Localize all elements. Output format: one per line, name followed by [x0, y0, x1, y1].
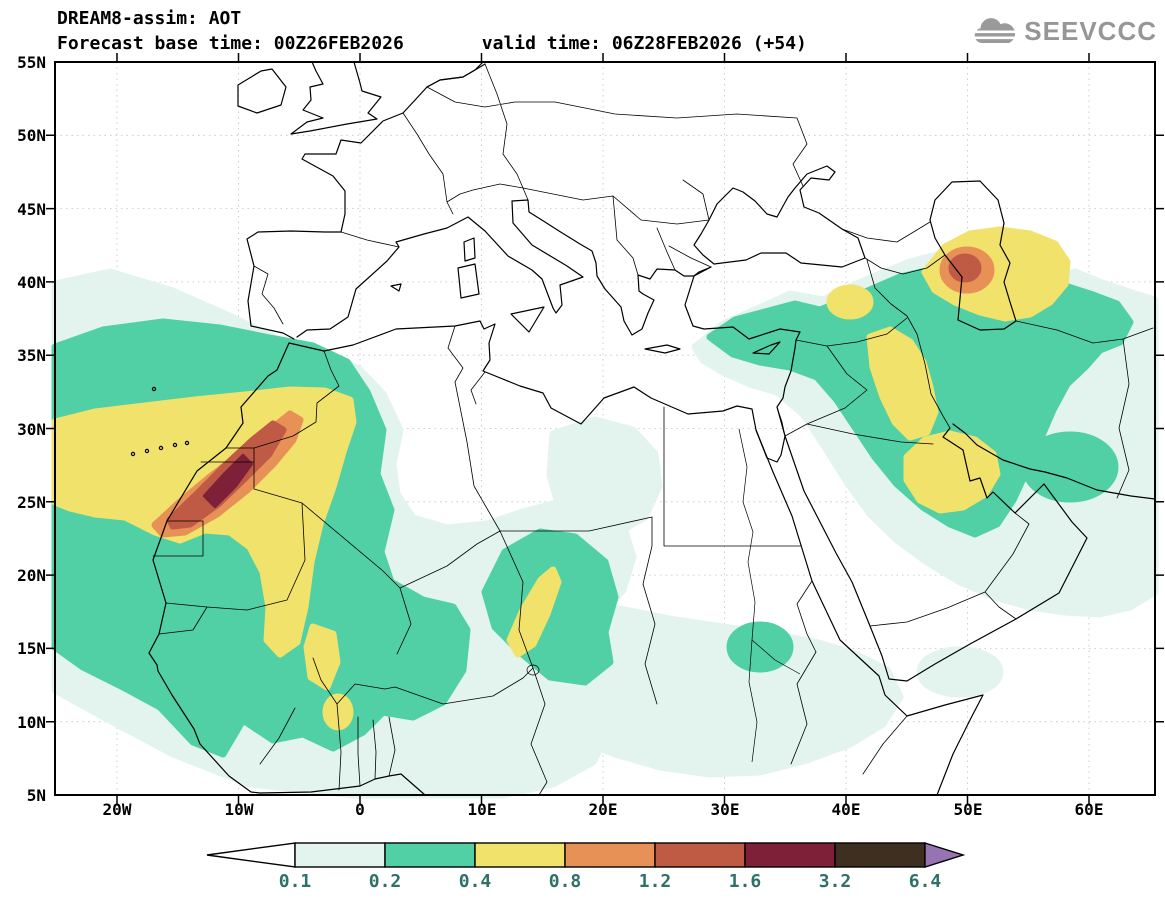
- y-axis-label: 50N: [17, 126, 46, 145]
- colorbar-left-arrow: [206, 842, 296, 868]
- aot-0.1-south-arabia: [916, 646, 1004, 698]
- country-borders: [152, 63, 1154, 796]
- seevccc-logo: SEEVCCC: [970, 16, 1157, 47]
- x-axis-label: 20E: [588, 800, 618, 819]
- colorbar-label: 1.2: [638, 871, 672, 892]
- valid-time: valid time: 06Z28FEB2026 (+54): [481, 33, 807, 54]
- island-sicily: [510, 306, 545, 333]
- logo-text: SEEVCCC: [1024, 16, 1157, 46]
- x-axis-label: 0: [355, 800, 365, 819]
- colorbar-cell-3.2: [834, 842, 926, 868]
- coastline-black-sea: [693, 165, 866, 268]
- coastline-ireland: [237, 68, 287, 114]
- colorbar-cell-1.2: [654, 842, 746, 868]
- x-axis-label: 10E: [467, 800, 497, 819]
- island-corsica: [463, 237, 476, 262]
- y-axis-label: 15N: [17, 639, 46, 658]
- borders-europe: [253, 63, 808, 325]
- aot-0.4-mali: [303, 623, 341, 691]
- island-cyprus: [752, 341, 781, 355]
- island-crete: [644, 344, 681, 354]
- coastline-mediterranean-europe: [296, 199, 712, 338]
- colorbar-label: 0.2: [368, 871, 402, 892]
- colorbar-label: 1.6: [728, 871, 762, 892]
- island-mallorca: [390, 283, 402, 292]
- y-axis-label: 10N: [17, 713, 46, 732]
- plot-subtitle: Forecast base time: 00Z26FEB2026 valid ti…: [57, 33, 807, 54]
- y-axis-label: 25N: [17, 493, 46, 512]
- island-sardinia: [457, 263, 480, 299]
- y-axis-label: 45N: [17, 200, 46, 219]
- coastline-caspian-sea: [929, 180, 1017, 331]
- coastlines: [130, 61, 1156, 796]
- y-axis-label: 5N: [26, 786, 46, 805]
- canary-madeira-islands: [130, 386, 190, 457]
- y-axis-label: 40N: [17, 273, 46, 292]
- coastline-iran-south: [952, 423, 1156, 500]
- borders-africa: [152, 325, 908, 796]
- colorbar-right-arrow: [924, 842, 965, 868]
- x-axis-label: 40E: [831, 800, 861, 819]
- cloud-icon: [972, 17, 1017, 43]
- x-axis-label: 30E: [710, 800, 740, 819]
- colorbar-cell-0.1: [294, 842, 386, 868]
- borders-middle-east: [776, 221, 1154, 627]
- aot-0.4-iraq-iran: [866, 326, 939, 441]
- coastline-iberia-france: [246, 63, 486, 340]
- aot-0.4-central-sahara: [506, 566, 562, 658]
- nile-river: [738, 428, 801, 763]
- lake-chad: [526, 664, 540, 676]
- map-plot: [46, 53, 1164, 804]
- y-axis-label: 20N: [17, 566, 46, 585]
- coastline-denmark: [426, 61, 484, 88]
- x-axis-label: 60E: [1074, 800, 1104, 819]
- x-axis-label: 20W: [102, 800, 132, 819]
- colorbar: [206, 842, 965, 868]
- aot-1.2-azerbaijan: [948, 253, 982, 283]
- colorbar-cell-0.8: [564, 842, 656, 868]
- colorbar-label: 0.4: [458, 871, 492, 892]
- colorbar-cell-1.6: [744, 842, 836, 868]
- aot-0.4-armenia: [826, 284, 874, 320]
- x-axis-label: 10W: [224, 800, 254, 819]
- aot-0.4-persian-gulf: [903, 430, 1001, 514]
- colorbar-cell-0.4: [474, 842, 566, 868]
- aot-0.1-libya: [546, 416, 663, 538]
- colorbar-label: 6.4: [908, 871, 942, 892]
- y-axis-label: 55N: [17, 53, 46, 72]
- y-axis-label: 30N: [17, 420, 46, 439]
- coastline-africa-levant-anatolia: [148, 266, 801, 796]
- coastline-england: [290, 61, 382, 135]
- coastline-red-sea-africa-somalia: [755, 429, 984, 796]
- x-axis-label: 50E: [953, 800, 983, 819]
- aot-level-1.6-fills: [203, 454, 253, 508]
- colorbar-label: 3.2: [818, 871, 852, 892]
- colorbar-label: 0.1: [278, 871, 312, 892]
- tick-marks: [46, 53, 1164, 804]
- plot-title: DREAM8-assim: AOT: [57, 8, 242, 29]
- colorbar-cell-0.2: [384, 842, 476, 868]
- header: DREAM8-assim: AOT Forecast base time: 00…: [57, 8, 807, 54]
- aot-1.6-morocco-core: [203, 454, 253, 508]
- forecast-base-time: Forecast base time: 00Z26FEB2026: [57, 33, 404, 54]
- coastline-arabia: [784, 427, 1088, 682]
- colorbar-label: 0.8: [548, 871, 582, 892]
- y-axis-label: 35N: [17, 346, 46, 365]
